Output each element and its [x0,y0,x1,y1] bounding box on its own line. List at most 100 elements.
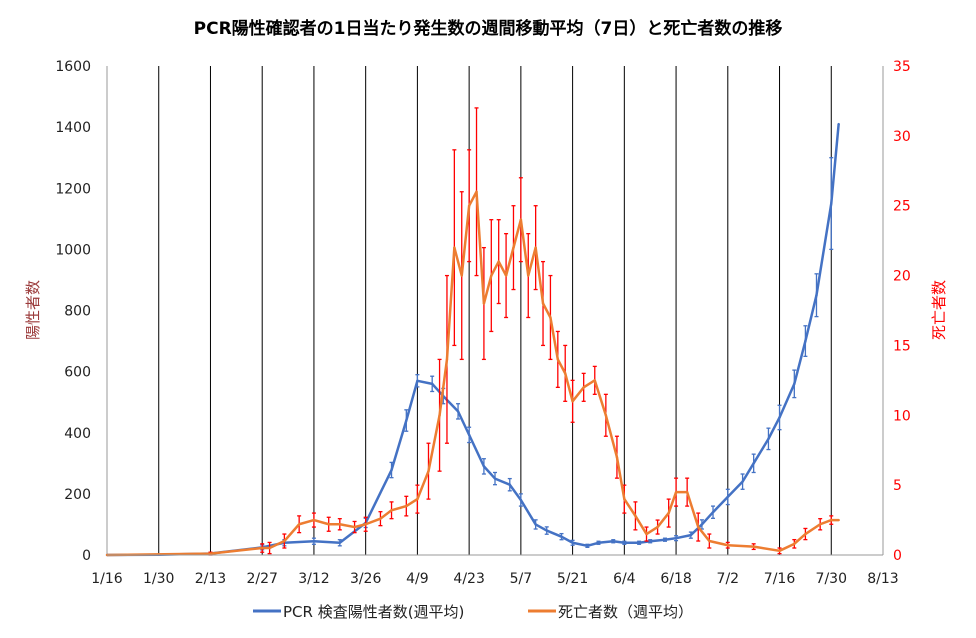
x-tick-label: 3/26 [350,571,382,587]
data-point [416,379,419,382]
data-point [512,246,515,249]
data-point [656,525,659,529]
x-tick-label: 6/4 [613,571,636,587]
data-point [427,469,430,473]
data-point [582,386,585,389]
data-point [438,414,441,417]
y2-tick-label: 35 [893,59,911,75]
data-point [697,525,700,529]
data-point [460,274,463,277]
data-point [830,518,833,522]
data-point [297,523,301,526]
y2-tick-label: 5 [893,478,902,494]
data-point [312,540,316,543]
data-point [416,497,419,501]
data-point [767,437,770,441]
data-point [752,462,755,465]
data-point [571,400,574,403]
data-point [519,498,523,502]
legend-label-deaths: 死亡者数（週平均） [558,603,693,621]
data-point [571,541,574,544]
x-tick-label: 1/30 [143,571,174,587]
data-point [430,382,434,386]
series-pcr [105,122,840,557]
data-point [645,532,648,536]
y2-tick-label: 30 [893,129,911,145]
data-point [364,523,367,526]
data-point [534,246,537,249]
data-point [482,465,486,468]
data-point [453,246,456,249]
data-point [560,535,563,538]
data-point [604,414,608,417]
y2-axis-label: 死亡者数 [930,280,948,340]
data-point [637,541,641,544]
y2-tick-label: 10 [893,408,911,424]
y2-tick-label: 15 [893,338,911,354]
x-tick-label: 3/12 [298,571,329,587]
data-point [405,504,408,508]
data-point [741,480,744,483]
data-point [519,218,523,221]
data-point [534,523,537,526]
data-point [379,517,382,520]
data-point [649,540,652,543]
y2-tick-label: 20 [893,269,911,285]
series-line [106,190,839,557]
data-point [586,544,589,548]
data-point [508,483,511,486]
x-tick-label: 2/27 [246,571,277,587]
data-point [700,523,704,526]
data-point [504,274,508,277]
x-tick-label: 7/16 [764,571,796,587]
data-point [623,541,626,544]
data-point [623,497,626,501]
data-point [564,372,567,375]
data-point [209,552,212,555]
data-point [338,541,341,544]
data-point [338,523,341,526]
data-point [615,456,619,459]
legend: PCR 検査陽性者数(週平均) 死亡者数（週平均） [253,603,693,621]
data-point [456,410,460,413]
data-point [708,539,711,543]
data-point [549,316,552,319]
data-point [597,541,600,544]
data-point [593,379,596,382]
data-point [612,540,615,543]
data-point [815,294,818,297]
data-point [837,518,840,522]
data-point [711,511,715,514]
data-point [674,536,678,540]
data-point [312,518,316,522]
data-point [634,514,637,518]
data-point [667,511,670,515]
data-point [490,274,493,277]
y2-tick-label: 0 [893,548,902,564]
data-point [837,122,840,126]
data-point [467,433,471,437]
data-point [497,260,500,263]
data-point [556,358,560,361]
y-tick-label: 600 [64,365,91,381]
y-tick-label: 1400 [55,120,91,136]
data-point [793,542,796,546]
x-tick-label: 6/18 [660,571,691,587]
data-point [674,490,678,494]
data-point [445,358,449,361]
x-tick-label: 7/30 [816,571,847,587]
y2-tick-label: 25 [893,199,911,215]
data-point [353,525,356,529]
data-point [545,529,548,532]
x-tick-label: 4/9 [406,571,429,587]
data-point [467,204,471,207]
data-point [818,523,822,526]
x-tick-label: 5/7 [510,571,533,587]
data-point [268,546,271,550]
data-point [527,274,530,277]
x-tick-label: 5/21 [557,571,588,587]
data-point [804,339,807,343]
series-line [106,123,840,557]
